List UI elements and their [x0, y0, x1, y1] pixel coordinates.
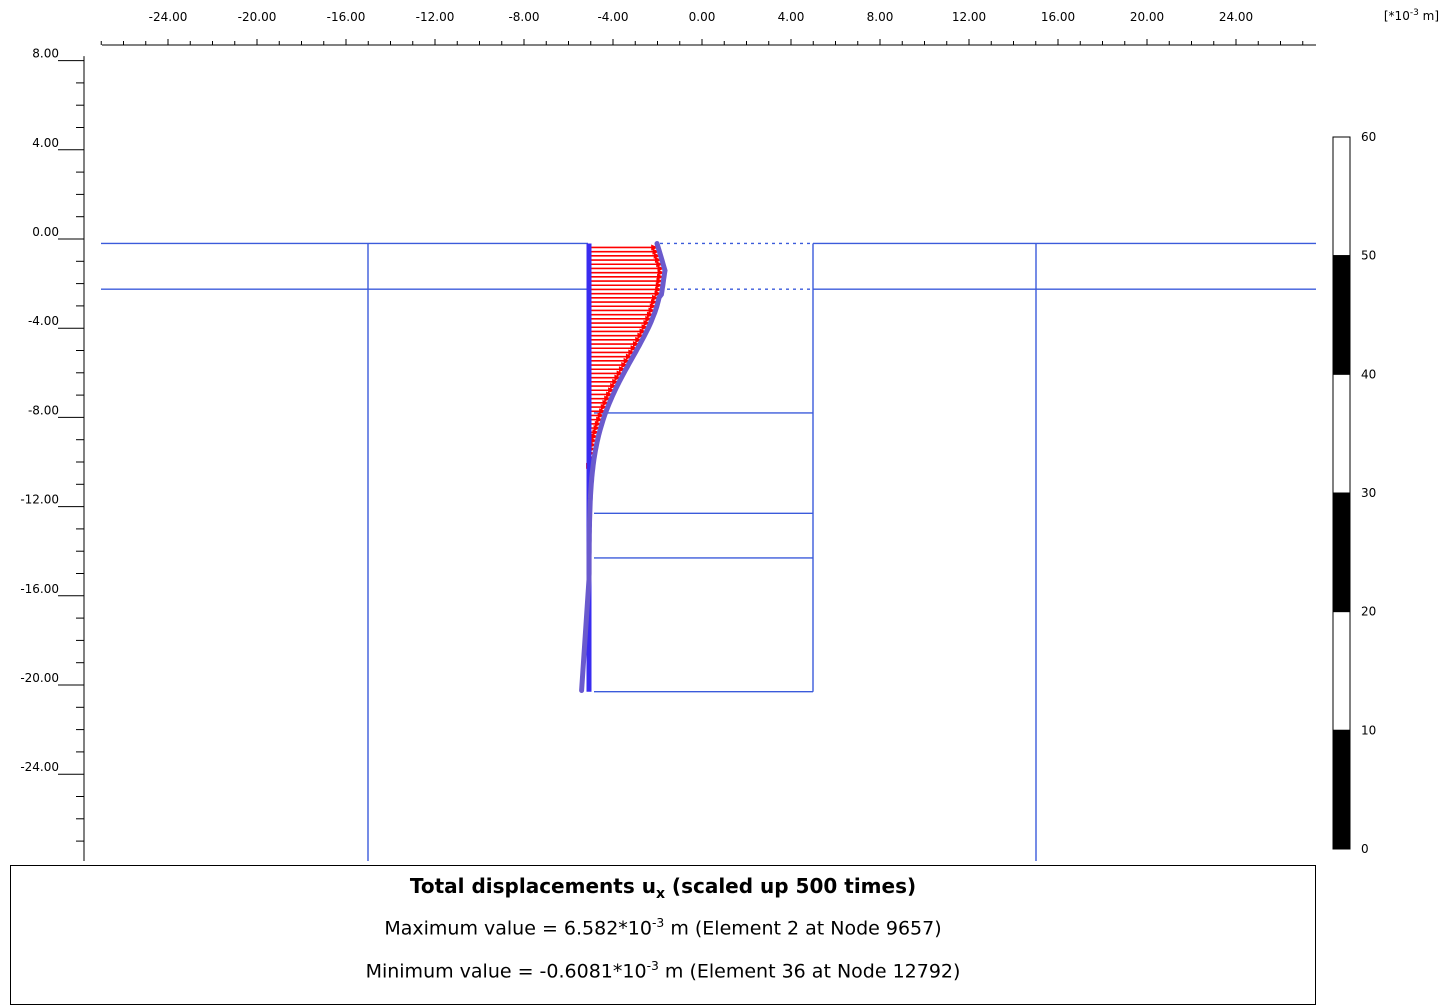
x-tick-label: 4.00: [778, 10, 805, 24]
arrow-head: [643, 320, 651, 327]
arrow-head: [596, 416, 604, 423]
y-tick-label: -20.00: [20, 671, 59, 685]
x-tick-label: -24.00: [149, 10, 188, 24]
x-tick-label: -4.00: [597, 10, 628, 24]
arrow-head: [604, 395, 612, 402]
arrow-head: [621, 362, 629, 369]
y-tick-label: -8.00: [28, 403, 59, 417]
arrow-head: [656, 278, 664, 285]
legend-label: 40: [1361, 367, 1376, 381]
x-tick-label: -8.00: [508, 10, 539, 24]
arrow-head: [654, 290, 662, 297]
legend-band: [1332, 611, 1351, 731]
arrow-head: [610, 383, 618, 390]
legend-label: 30: [1361, 486, 1376, 500]
arrow-head: [649, 303, 657, 310]
legend-band: [1332, 136, 1351, 257]
y-axis: 8.00 4.00 0.00 -4.00 -8.00 -12.00 -16.00 -20.00…: [20, 47, 85, 861]
arrow-head: [655, 282, 663, 289]
legend-band: [1332, 373, 1351, 494]
legend-band: [1332, 255, 1351, 375]
legend-band: [1332, 492, 1351, 613]
arrow-head: [608, 387, 616, 394]
arrow-head: [625, 353, 633, 360]
arrow-head: [599, 408, 607, 415]
y-tick-label: -12.00: [20, 493, 59, 507]
result-title: Total displacements ux (scaled up 500 ti…: [409, 874, 917, 902]
result-info-box: Total displacements ux (scaled up 500 ti…: [10, 865, 1316, 1005]
x-tick-label: 8.00: [867, 10, 894, 24]
arrow-head: [597, 412, 605, 419]
arrow-head: [591, 433, 599, 440]
arrow-head: [614, 374, 622, 381]
legend-color-scale: 60 50 40 30 20 10 0: [1332, 130, 1376, 856]
arrow-head: [650, 299, 658, 306]
arrow-head: [606, 391, 614, 398]
x-tick-label: -12.00: [416, 10, 455, 24]
arrow-head: [657, 269, 665, 276]
x-tick-label: 20.00: [1130, 10, 1164, 24]
arrow-head: [635, 336, 643, 343]
arrow-head: [590, 437, 598, 444]
arrow-head: [600, 404, 608, 411]
model-geometry: [101, 242, 1316, 861]
x-tick-label: -20.00: [238, 10, 277, 24]
arrow-head: [612, 378, 620, 385]
arrow-head: [594, 420, 602, 427]
arrow-head: [637, 332, 645, 339]
arrow-head: [630, 345, 638, 352]
arrow-head: [628, 349, 636, 356]
arrow-head: [632, 341, 640, 348]
y-tick-label: -16.00: [20, 582, 59, 596]
minimum-value: Minimum value = -0.6081*10-3 m (Element …: [365, 959, 961, 983]
arrow-head: [602, 399, 610, 406]
legend-label: 20: [1361, 605, 1376, 619]
y-tick-label: -24.00: [20, 760, 59, 774]
legend-label: 10: [1361, 723, 1376, 737]
arrow-head: [648, 307, 656, 314]
arrow-head: [651, 294, 659, 301]
x-tick-label: -16.00: [327, 10, 366, 24]
arrow-head: [657, 273, 665, 280]
arrow-head: [616, 370, 624, 377]
arrow-head: [655, 286, 663, 293]
wall-deformed-shape: [579, 241, 668, 693]
y-tick-label: 0.00: [32, 225, 59, 239]
x-tick-label: 12.00: [952, 10, 986, 24]
x-tick-label: 24.00: [1219, 10, 1253, 24]
legend-label: 60: [1361, 130, 1376, 144]
arrow-head: [592, 429, 600, 436]
arrow-head: [645, 315, 653, 322]
legend-label: 50: [1361, 249, 1376, 263]
x-tick-label: 16.00: [1041, 10, 1075, 24]
displacement-arrows: [579, 241, 668, 693]
y-tick-label: 8.00: [32, 47, 59, 61]
arrow-head: [618, 366, 626, 373]
arrow-head: [657, 265, 665, 272]
arrow-head: [646, 311, 654, 318]
arrow-head: [623, 357, 631, 364]
legend-band: [1332, 729, 1351, 850]
maximum-value: Maximum value = 6.582*10-3 m (Element 2 …: [384, 916, 942, 940]
y-tick-label: -4.00: [28, 314, 59, 328]
arrow-head: [593, 425, 601, 432]
x-axis: -24.00 -20.00 -16.00 -12.00 -8.00 -4.00 0.00 4.…: [100, 10, 1316, 46]
arrow-head: [641, 324, 649, 331]
legend-label: 0: [1361, 842, 1369, 856]
x-tick-label: 0.00: [689, 10, 716, 24]
unit-label: [*10-3 m]: [1383, 8, 1439, 23]
y-tick-label: 4.00: [32, 136, 59, 150]
arrow-head: [639, 328, 647, 335]
